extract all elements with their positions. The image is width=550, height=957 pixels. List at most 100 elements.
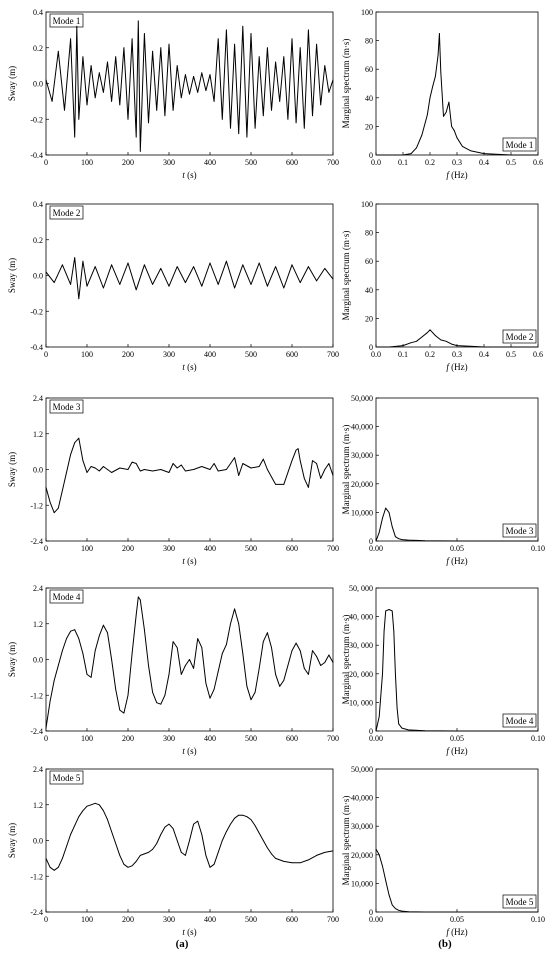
data-point xyxy=(271,109,272,111)
data-point xyxy=(230,623,231,625)
x-axis-label: t (s) xyxy=(182,556,196,566)
data-point xyxy=(201,72,203,74)
data-point xyxy=(45,271,47,273)
data-point xyxy=(209,262,211,264)
data-point xyxy=(137,20,139,22)
data-point xyxy=(445,111,447,113)
data-point xyxy=(217,38,219,40)
plot-frame xyxy=(375,587,539,732)
series-line xyxy=(45,437,334,514)
x-tick-label: 0.10 xyxy=(531,915,545,924)
data-point xyxy=(332,850,334,852)
chart-1: 0 100 200 300 400 500 600 700 -0.4 -0.2 0.0 0.2 0.4 t… xyxy=(7,8,339,180)
y-tick-label: 0.0 xyxy=(33,656,43,665)
data-point xyxy=(172,463,174,464)
data-point xyxy=(127,469,129,470)
series-line xyxy=(45,20,334,152)
data-point xyxy=(185,665,186,666)
data-point xyxy=(291,38,293,40)
x-axis-var: f xyxy=(446,746,450,756)
data-point xyxy=(332,475,334,476)
x-tick-label: 400 xyxy=(204,544,216,553)
y-tick-label: 0.4 xyxy=(33,200,43,209)
x-tick-label: 0.05 xyxy=(450,544,464,553)
data-point xyxy=(416,340,417,342)
data-point xyxy=(49,501,51,503)
data-point xyxy=(226,29,227,31)
y-tick-label: 60 xyxy=(365,65,373,74)
x-tick-label: 500 xyxy=(245,158,257,167)
x-axis-unit: (Hz) xyxy=(449,746,468,756)
x-axis-unit: (Hz) xyxy=(449,927,468,937)
data-point xyxy=(197,820,199,822)
data-point xyxy=(242,264,244,266)
data-point xyxy=(135,614,137,616)
data-point xyxy=(209,74,211,75)
y-tick-label: 50, 000 xyxy=(349,584,373,593)
chart-9: 0 100 200 300 400 500 600 700 -2.4 -1.2 0.0 1.2 2.4 t… xyxy=(7,765,339,937)
data-point xyxy=(135,861,137,862)
x-tick-label: 0.4 xyxy=(479,350,489,359)
data-point xyxy=(98,804,100,806)
data-point xyxy=(176,65,178,66)
y-tick-label: 10, 000 xyxy=(349,698,373,707)
y-tick-label: -1.2 xyxy=(30,691,43,700)
data-point xyxy=(267,469,268,470)
x-axis-label: t (s) xyxy=(182,362,196,372)
data-point xyxy=(70,630,71,632)
data-point xyxy=(424,540,425,542)
data-point xyxy=(164,826,166,828)
data-point xyxy=(217,671,219,672)
data-point xyxy=(332,79,334,81)
y-tick-label: 0 xyxy=(369,727,373,736)
data-point xyxy=(398,538,400,540)
data-point xyxy=(70,834,71,835)
data-point xyxy=(168,823,170,825)
data-point xyxy=(139,855,141,856)
x-tick-label: 0 xyxy=(44,158,48,167)
data-point xyxy=(201,285,203,287)
data-point xyxy=(144,33,145,34)
data-point xyxy=(74,825,76,826)
data-point xyxy=(262,641,264,642)
data-point xyxy=(90,677,92,678)
x-tick-label: 0.4 xyxy=(479,158,489,167)
data-point xyxy=(462,146,463,147)
data-point xyxy=(98,72,100,74)
data-point xyxy=(221,118,223,120)
data-point xyxy=(283,56,285,58)
data-point xyxy=(242,25,244,27)
data-point xyxy=(295,449,297,451)
y-tick-label: 0 xyxy=(369,537,373,546)
data-point xyxy=(189,659,190,660)
mode-label: Mode 2 xyxy=(506,332,534,342)
data-point xyxy=(156,109,158,111)
data-point xyxy=(193,76,195,77)
data-point xyxy=(401,727,403,729)
data-point xyxy=(197,638,199,639)
data-point xyxy=(291,650,293,651)
data-point xyxy=(440,540,442,542)
data-point xyxy=(451,343,452,345)
data-point xyxy=(45,858,47,859)
data-point xyxy=(416,147,417,149)
data-point xyxy=(111,659,112,660)
x-tick-label: 300 xyxy=(163,158,175,167)
mode-label: Mode 5 xyxy=(53,773,81,783)
data-point xyxy=(283,680,285,681)
data-point xyxy=(435,335,436,336)
y-tick-label: 10,000 xyxy=(351,508,373,517)
data-point xyxy=(483,153,485,155)
data-point xyxy=(172,641,174,642)
data-point xyxy=(398,723,400,725)
x-tick-label: 100 xyxy=(81,544,93,553)
chart-8: 0.00 0.05 0.10 0 10, 000 20, 000 30, 000 40, 00… xyxy=(341,584,545,756)
y-tick-label: -1.2 xyxy=(30,872,43,881)
data-point xyxy=(456,137,458,139)
data-point xyxy=(456,730,458,732)
data-point xyxy=(408,539,409,541)
data-point xyxy=(74,136,76,138)
data-point xyxy=(382,865,383,867)
data-point xyxy=(213,101,215,102)
data-point xyxy=(238,133,240,135)
